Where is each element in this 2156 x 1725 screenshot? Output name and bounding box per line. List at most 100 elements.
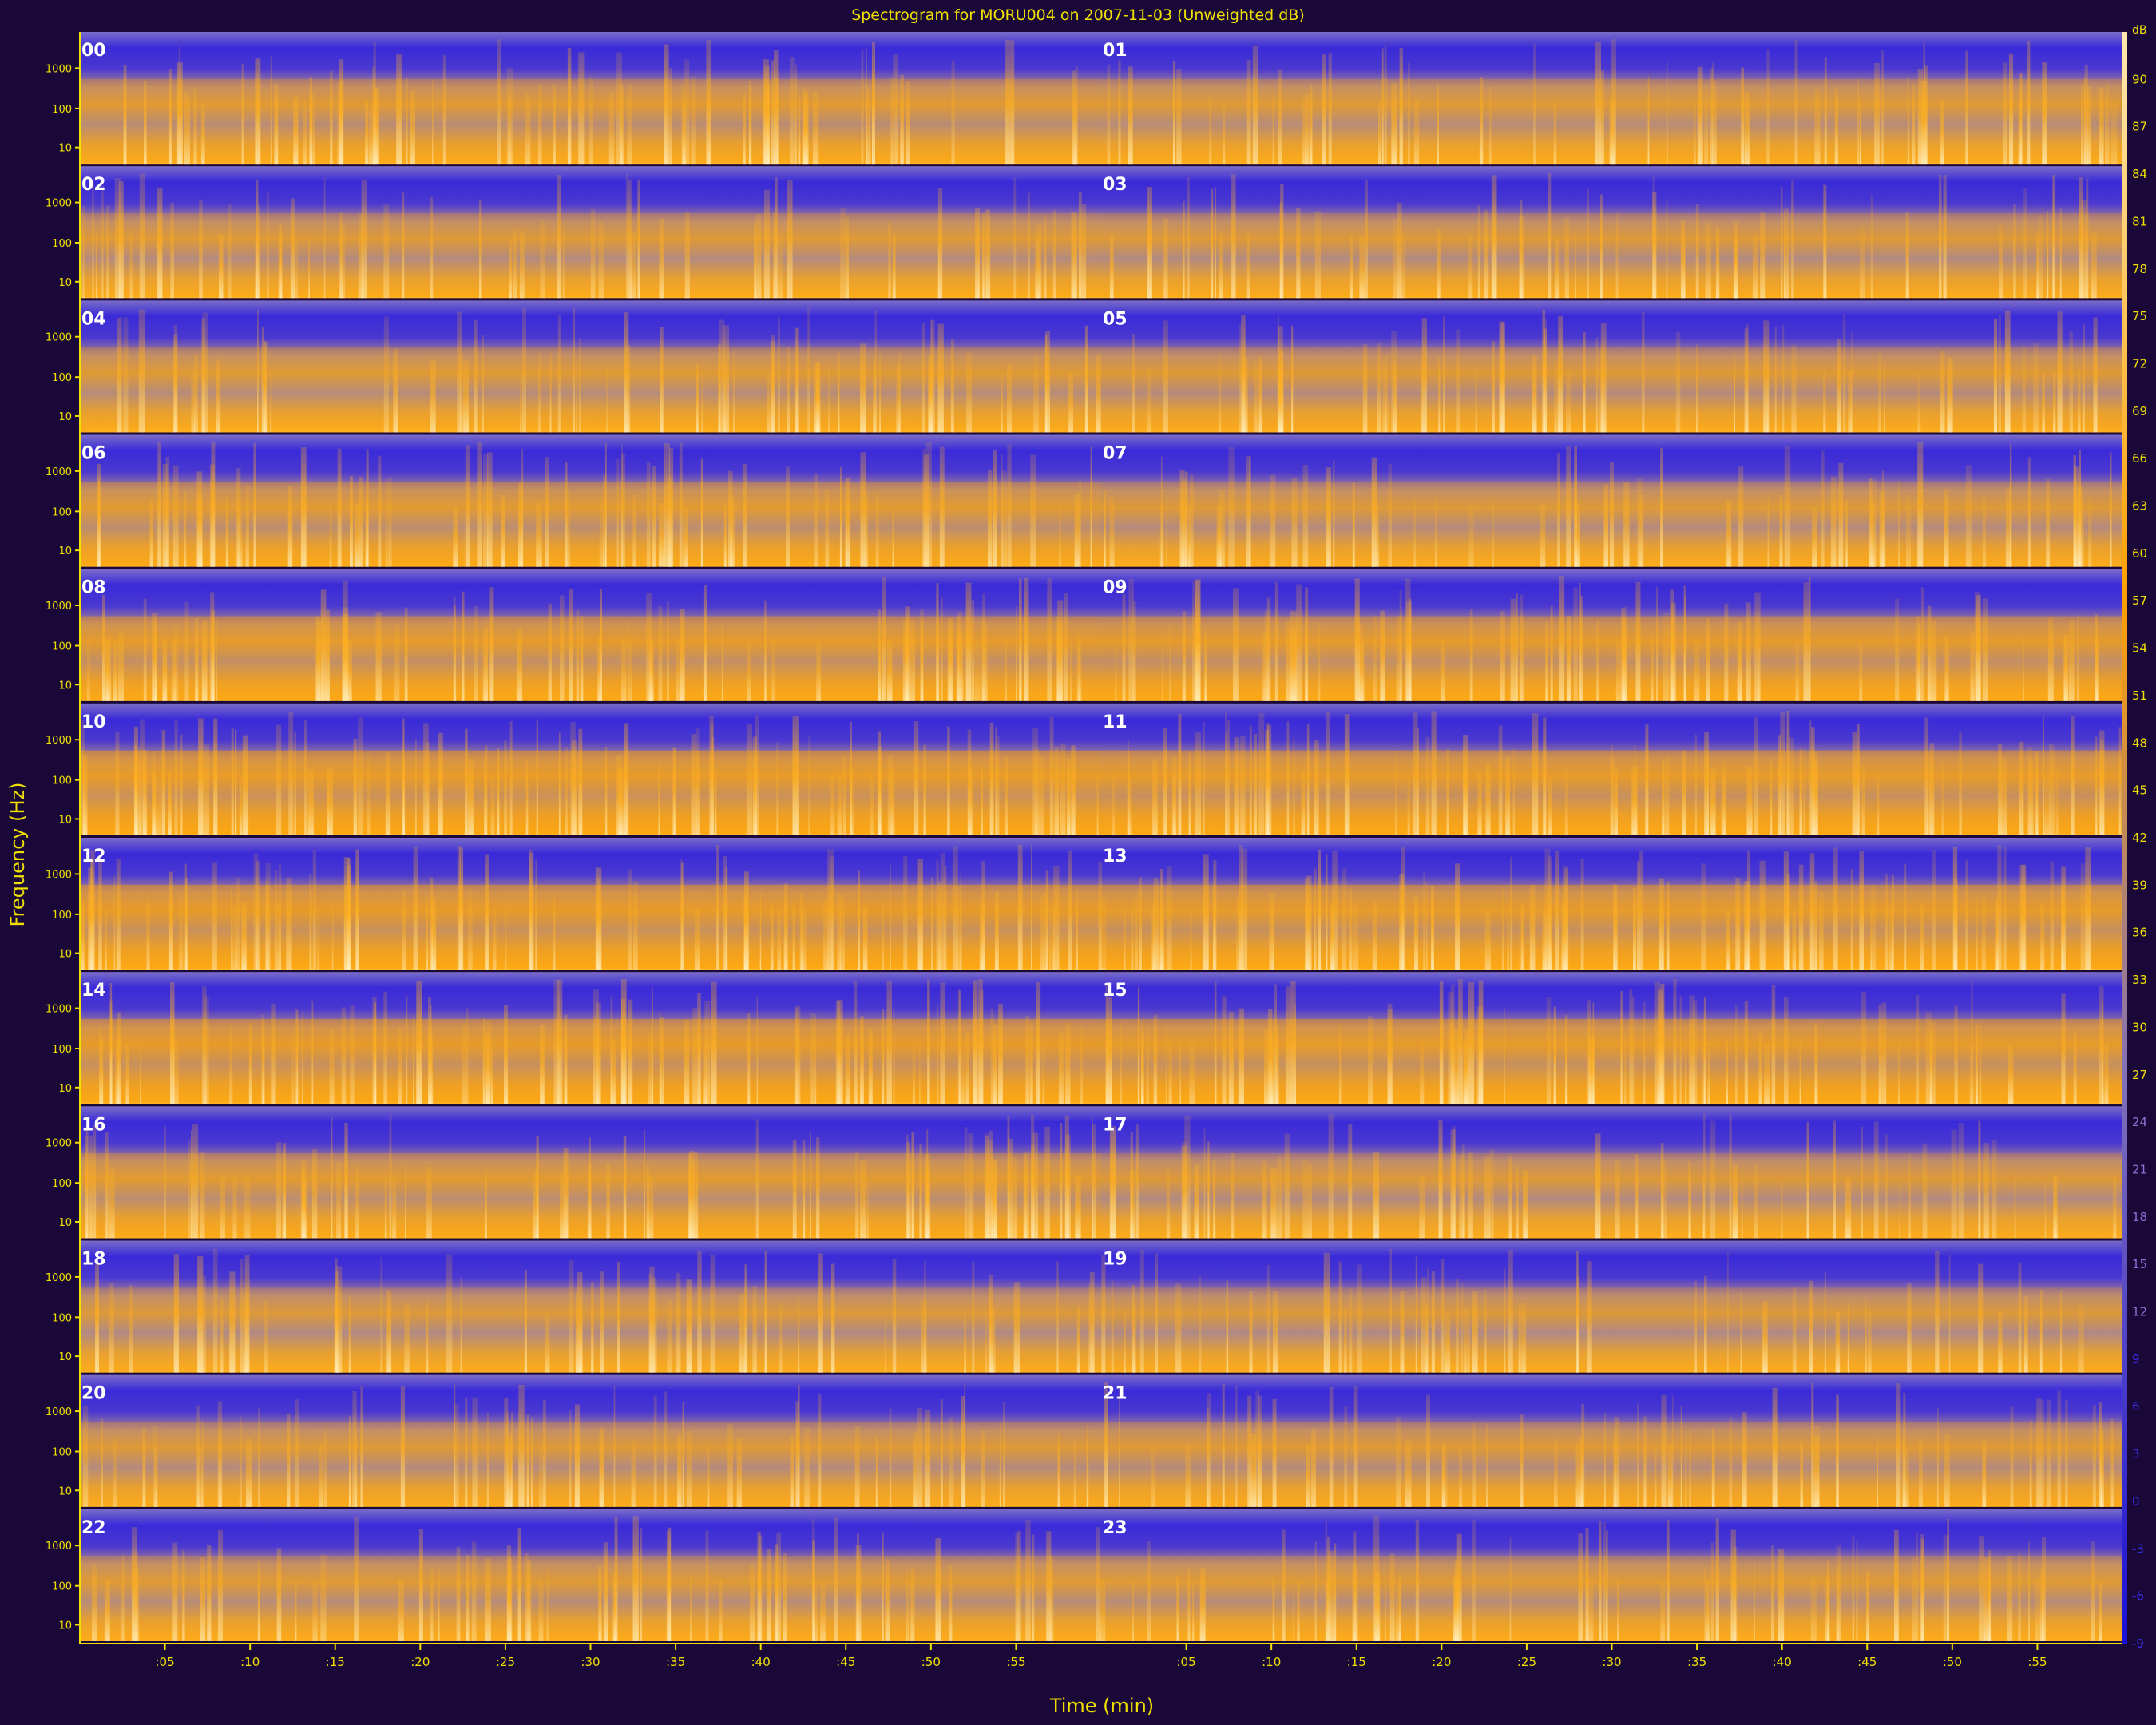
sound-streak (1637, 478, 1643, 567)
sound-streak (1339, 1025, 1342, 1104)
sound-streak (1710, 1542, 1714, 1641)
sound-streak (118, 181, 124, 299)
sound-streak (1548, 776, 1552, 835)
freq-tick-label: 10 (58, 1485, 72, 1497)
sound-streak (465, 1397, 468, 1507)
sound-streak (1930, 1021, 1936, 1104)
sound-streak (743, 463, 747, 567)
sound-streak (1155, 1253, 1158, 1373)
sound-streak (1633, 887, 1637, 970)
sound-streak (1330, 902, 1335, 970)
sound-streak (1222, 1383, 1225, 1507)
sound-streak (217, 1529, 223, 1641)
sound-streak (557, 315, 561, 433)
sound-streak (1600, 323, 1607, 433)
sound-streak (1673, 978, 1677, 1104)
sound-streak (1999, 225, 2003, 299)
sound-streak (276, 1548, 282, 1641)
sound-streak (1779, 494, 1783, 567)
sound-streak (928, 355, 933, 433)
sound-streak (1666, 1519, 1670, 1641)
sound-streak (1978, 1263, 1984, 1373)
sound-streak (1916, 1533, 1918, 1641)
sound-streak (906, 81, 910, 165)
colorbar-tick-label: 30 (2132, 1020, 2147, 1034)
sound-streak (2061, 887, 2064, 970)
sound-streak (613, 1386, 616, 1507)
sound-streak (438, 732, 443, 835)
sound-streak (777, 232, 783, 299)
sound-streak (195, 618, 199, 701)
freq-tick-label: 10 (58, 143, 72, 155)
sound-streak (1921, 81, 1927, 165)
sound-streak (686, 1430, 692, 1507)
sound-streak (240, 1259, 244, 1373)
sound-streak (873, 360, 876, 433)
sound-streak (1258, 712, 1265, 835)
colorbar-tick-label: 72 (2132, 356, 2147, 371)
sound-streak (1153, 1014, 1158, 1104)
sound-streak (1791, 179, 1794, 299)
x-tick-label: :35 (1687, 1655, 1706, 1669)
sound-streak (771, 341, 775, 433)
sound-streak (965, 582, 972, 701)
sound-streak (1173, 60, 1175, 165)
sound-streak (430, 877, 434, 970)
sound-streak (736, 1438, 742, 1507)
sound-streak (658, 605, 663, 701)
sound-streak (295, 1399, 299, 1507)
sound-streak (1377, 506, 1380, 567)
sound-streak (1835, 1311, 1841, 1373)
sound-streak (1595, 42, 1601, 165)
sound-streak (1899, 1174, 1900, 1239)
sound-streak (522, 308, 526, 433)
colorbar-tick-label: 54 (2132, 641, 2147, 656)
sound-streak (2008, 53, 2014, 165)
freq-tick-label: 1000 (46, 1138, 72, 1150)
sound-streak (1697, 66, 1703, 165)
sound-streak (648, 1033, 654, 1104)
sound-streak (288, 712, 294, 835)
sound-streak (339, 212, 343, 299)
sound-streak (303, 720, 307, 835)
sound-streak (1752, 234, 1758, 299)
sound-streak (1874, 62, 1880, 165)
sound-streak (1104, 490, 1106, 567)
sound-streak (1431, 711, 1437, 835)
sound-streak (866, 47, 867, 165)
sound-streak (244, 1174, 251, 1239)
sound-streak (773, 212, 775, 299)
sound-streak (1533, 43, 1537, 165)
sound-streak (1064, 593, 1068, 701)
sound-streak (1060, 743, 1066, 835)
sound-streak (1763, 320, 1770, 433)
sound-streak (1348, 1124, 1353, 1239)
sound-streak (1851, 331, 1853, 433)
sound-streak (1189, 1043, 1195, 1104)
sound-streak (1128, 739, 1130, 835)
sound-streak (2061, 993, 2066, 1104)
sound-streak (567, 47, 572, 165)
sound-streak (995, 727, 997, 835)
sound-streak (2035, 1578, 2039, 1641)
sound-streak (1384, 45, 1387, 165)
sound-streak (1519, 614, 1525, 701)
sound-streak (1798, 864, 1804, 970)
sound-streak (1735, 1005, 1738, 1104)
sound-streak (2105, 1045, 2107, 1104)
sound-streak (307, 769, 314, 835)
sound-streak (1754, 592, 1761, 701)
sound-streak (174, 719, 178, 835)
sound-streak (184, 601, 189, 701)
sound-streak (1836, 1394, 1839, 1507)
sound-streak (1397, 202, 1402, 299)
sound-streak (1694, 734, 1698, 835)
sound-streak (416, 981, 422, 1104)
sound-streak (113, 1438, 117, 1507)
sound-streak (1667, 881, 1670, 970)
sound-streak (142, 1427, 146, 1507)
sound-streak (1659, 878, 1664, 970)
sound-streak (874, 310, 878, 433)
sound-streak (1290, 981, 1296, 1104)
sound-streak (1532, 713, 1539, 835)
